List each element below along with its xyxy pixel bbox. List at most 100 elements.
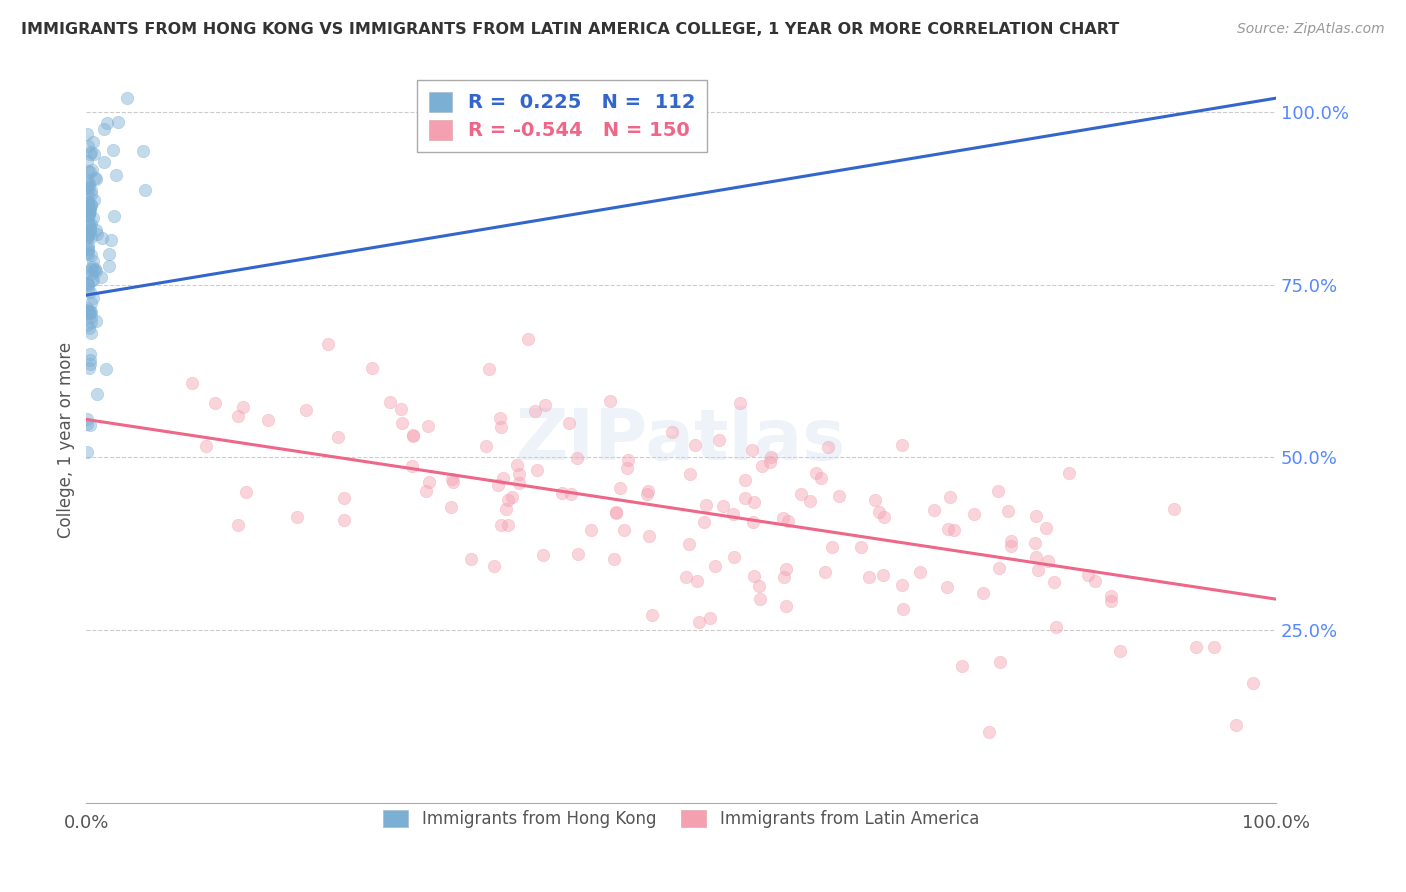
- Point: [76, 214, 98, 228]
- Point: [1099, 594, 1122, 608]
- Point: [402, 429, 425, 443]
- Point: [79, 353, 101, 368]
- Point: [103, 209, 125, 223]
- Point: [1000, 539, 1022, 553]
- Point: [226, 518, 249, 533]
- Point: [1025, 549, 1047, 564]
- Point: [1163, 502, 1185, 516]
- Point: [79, 181, 101, 195]
- Point: [475, 439, 498, 453]
- Point: [77, 276, 100, 290]
- Point: [86, 227, 108, 242]
- Point: [936, 580, 959, 594]
- Point: [1025, 508, 1047, 523]
- Point: [416, 419, 439, 434]
- Point: [1043, 575, 1066, 590]
- Point: [79, 219, 101, 233]
- Point: [613, 523, 636, 537]
- Point: [1185, 640, 1208, 655]
- Point: [858, 570, 880, 584]
- Point: [76, 208, 98, 222]
- Point: [115, 91, 138, 105]
- Point: [82, 273, 104, 287]
- Point: [80, 198, 103, 212]
- Point: [1099, 589, 1122, 603]
- Point: [94, 362, 117, 376]
- Point: [86, 264, 108, 278]
- Point: [605, 507, 627, 521]
- Point: [415, 483, 437, 498]
- Point: [488, 477, 510, 491]
- Point: [1038, 554, 1060, 568]
- Point: [80, 218, 103, 232]
- Point: [581, 523, 603, 537]
- Point: [817, 440, 839, 454]
- Point: [80, 198, 103, 212]
- Point: [1241, 676, 1264, 690]
- Point: [734, 473, 756, 487]
- Point: [79, 306, 101, 320]
- Point: [77, 229, 100, 244]
- Point: [402, 428, 425, 442]
- Point: [79, 165, 101, 179]
- Point: [77, 206, 100, 220]
- Legend: Immigrants from Hong Kong, Immigrants from Latin America: Immigrants from Hong Kong, Immigrants fr…: [377, 803, 986, 835]
- Point: [963, 507, 986, 521]
- Point: [810, 471, 832, 485]
- Point: [891, 438, 914, 452]
- Point: [868, 505, 890, 519]
- Point: [804, 467, 827, 481]
- Point: [675, 570, 697, 584]
- Point: [560, 486, 582, 500]
- Point: [873, 510, 896, 524]
- Point: [80, 304, 103, 318]
- Point: [704, 559, 727, 574]
- Point: [76, 173, 98, 187]
- Point: [256, 412, 278, 426]
- Point: [194, 439, 217, 453]
- Point: [79, 186, 101, 201]
- Point: [1109, 644, 1132, 658]
- Point: [76, 128, 98, 142]
- Point: [77, 360, 100, 375]
- Point: [827, 490, 849, 504]
- Point: [82, 211, 104, 226]
- Point: [501, 490, 523, 504]
- Point: [98, 247, 121, 261]
- Point: [101, 144, 124, 158]
- Point: [1077, 568, 1099, 582]
- Point: [734, 491, 756, 505]
- Point: [891, 577, 914, 591]
- Point: [93, 154, 115, 169]
- Point: [76, 417, 98, 431]
- Point: [333, 513, 356, 527]
- Point: [77, 203, 100, 218]
- Point: [76, 301, 98, 315]
- Point: [76, 304, 98, 318]
- Point: [76, 244, 98, 259]
- Point: [77, 320, 100, 334]
- Point: [76, 238, 98, 252]
- Point: [76, 304, 98, 318]
- Point: [226, 409, 249, 424]
- Point: [508, 476, 530, 491]
- Point: [683, 438, 706, 452]
- Point: [565, 451, 588, 466]
- Point: [814, 565, 837, 579]
- Point: [79, 203, 101, 218]
- Point: [939, 491, 962, 505]
- Point: [80, 326, 103, 341]
- Point: [418, 475, 440, 489]
- Point: [496, 492, 519, 507]
- Point: [759, 455, 782, 469]
- Point: [775, 599, 797, 614]
- Point: [77, 164, 100, 178]
- Point: [440, 500, 463, 515]
- Point: [76, 153, 98, 168]
- Point: [531, 548, 554, 562]
- Point: [721, 508, 744, 522]
- Point: [79, 285, 101, 299]
- Point: [77, 178, 100, 193]
- Point: [76, 265, 98, 279]
- Point: [79, 146, 101, 161]
